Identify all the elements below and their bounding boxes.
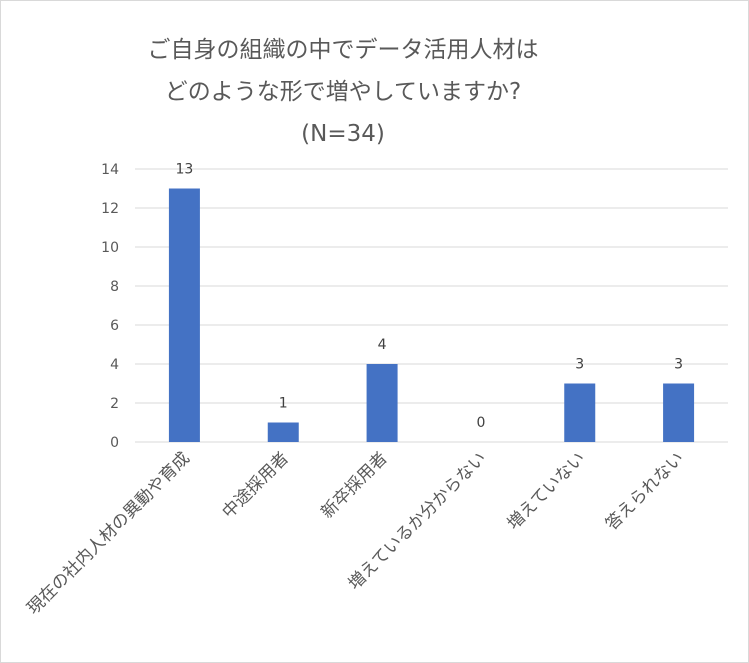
y-tick-label: 6 [110, 318, 119, 334]
y-tick-label: 14 [101, 162, 119, 178]
y-tick-label: 8 [110, 279, 119, 295]
data-label: 3 [674, 357, 683, 373]
chart-title: ご自身の組織の中でデータ活用人材は どのような形で増やしていますか? (N=34… [148, 37, 539, 147]
y-tick-label: 0 [110, 435, 119, 451]
x-category-label: 増えていない [504, 448, 590, 534]
x-category-label: 現在の社内人材の異動や育成 [24, 448, 194, 618]
data-label: 0 [476, 415, 485, 431]
bars [168, 188, 695, 442]
y-tick-label: 2 [110, 396, 119, 412]
bar [168, 188, 200, 442]
data-labels: 13 1 4 0 3 3 [176, 162, 684, 432]
bar [663, 383, 695, 442]
chart-title-line-3: (N=34) [301, 121, 385, 147]
data-label: 1 [279, 396, 288, 412]
y-axis-ticks: 0 2 4 6 8 10 12 14 [101, 162, 119, 451]
x-category-label: 中途採用者 [219, 448, 293, 522]
bar [267, 422, 299, 442]
y-tick-label: 4 [110, 357, 119, 373]
data-label: 13 [176, 162, 194, 178]
chart-title-line-2: どのような形で増やしていますか? [165, 79, 522, 105]
x-category-label: 答えられない [602, 448, 688, 534]
chart-title-line-1: ご自身の組織の中でデータ活用人材は [148, 37, 539, 63]
data-label: 4 [378, 337, 387, 353]
x-category-label: 新卒採用者 [317, 448, 391, 522]
data-label: 3 [575, 357, 584, 373]
gridlines [135, 168, 728, 443]
y-tick-label: 12 [101, 201, 119, 217]
y-tick-label: 10 [101, 240, 119, 256]
bar [366, 364, 398, 442]
bar [564, 383, 596, 442]
